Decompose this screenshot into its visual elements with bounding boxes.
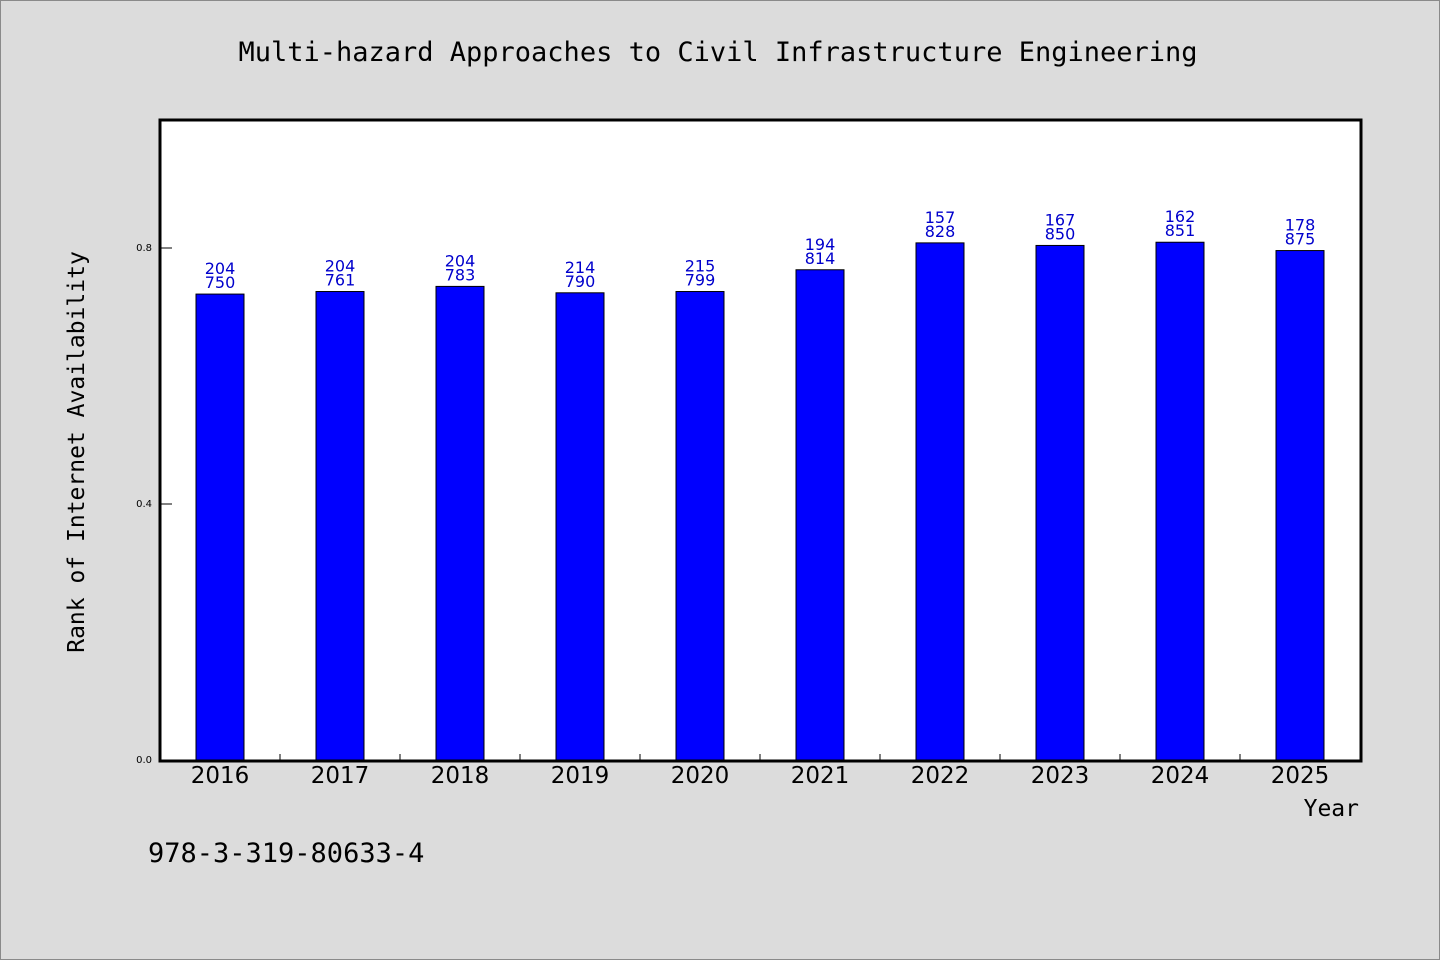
x-tick-label-2018: 2018 bbox=[431, 763, 490, 789]
x-ticks-group: 2016 2017 2018 2019 2020 2021 2022 2023 2024 2025 bbox=[191, 754, 1330, 789]
data-label-top-2022: 157 bbox=[925, 208, 956, 227]
x-tick-label-2016: 2016 bbox=[191, 763, 250, 789]
data-label-top-2018: 204 bbox=[445, 251, 476, 270]
bar-2016 bbox=[195, 293, 245, 761]
y-axis-label: Rank of Internet Availability bbox=[64, 251, 90, 653]
bar-2018 bbox=[435, 285, 485, 761]
data-label-top-2016: 204 bbox=[205, 259, 236, 278]
data-label-bottom-2023: 850 bbox=[1045, 224, 1076, 243]
y-ticks-group: 0.0 0.4 0.8 bbox=[136, 243, 172, 766]
data-label-top-2025: 178 bbox=[1285, 216, 1316, 235]
data-label-bottom-2019: 790 bbox=[565, 272, 596, 291]
x-tick-label-2020: 2020 bbox=[671, 763, 730, 789]
data-label-top-2023: 167 bbox=[1045, 210, 1076, 229]
data-label-top-2021: 194 bbox=[805, 235, 836, 254]
bar-2024 bbox=[1155, 241, 1205, 761]
data-label-top-2019: 214 bbox=[565, 258, 596, 277]
x-tick-label-2019: 2019 bbox=[551, 763, 610, 789]
x-tick-label-2022: 2022 bbox=[911, 763, 970, 789]
isbn-text: 978-3-319-80633-4 bbox=[148, 838, 424, 869]
data-label-bottom-2025: 875 bbox=[1285, 230, 1316, 249]
bar-2020 bbox=[675, 291, 725, 761]
data-label-bottom-2020: 799 bbox=[685, 271, 716, 290]
bar-2022 bbox=[915, 242, 965, 761]
data-label-bottom-2017: 761 bbox=[325, 271, 356, 290]
data-label-bottom-2022: 828 bbox=[925, 222, 956, 241]
y-tick-label-0.8: 0.8 bbox=[136, 243, 152, 254]
data-label-top-2017: 204 bbox=[325, 257, 356, 276]
x-tick-label-2017: 2017 bbox=[311, 763, 370, 789]
chart-title: Multi-hazard Approaches to Civil Infrast… bbox=[238, 37, 1197, 68]
data-label-bottom-2024: 851 bbox=[1165, 221, 1196, 240]
y-tick-label-0.4: 0.4 bbox=[136, 499, 152, 510]
data-label-top-2024: 162 bbox=[1165, 207, 1196, 226]
x-tick-label-2024: 2024 bbox=[1151, 763, 1210, 789]
y-tick-label-0.0: 0.0 bbox=[136, 755, 152, 766]
bar-2023 bbox=[1035, 244, 1085, 761]
data-label-bottom-2021: 814 bbox=[805, 249, 836, 268]
bar-2019 bbox=[555, 292, 605, 761]
bar-2017 bbox=[315, 291, 365, 761]
bar-2025 bbox=[1275, 250, 1325, 761]
data-label-bottom-2016: 750 bbox=[205, 273, 236, 292]
x-tick-label-2025: 2025 bbox=[1271, 763, 1330, 789]
data-label-top-2020: 215 bbox=[685, 257, 716, 276]
data-label-bottom-2018: 783 bbox=[445, 265, 476, 284]
x-axis-label: Year bbox=[1304, 796, 1359, 822]
x-tick-label-2023: 2023 bbox=[1031, 763, 1090, 789]
bar-2021 bbox=[795, 269, 845, 761]
x-tick-label-2021: 2021 bbox=[791, 763, 850, 789]
